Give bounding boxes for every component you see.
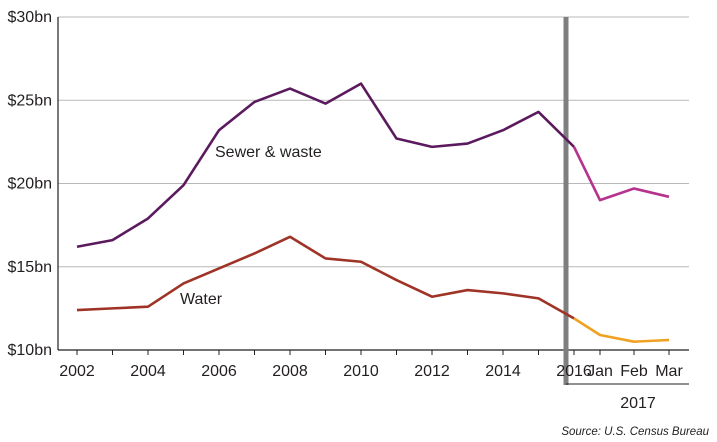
source-note: Source: U.S. Census Bureau — [561, 426, 709, 438]
x-tick-label-2012: 2012 — [414, 363, 450, 380]
series-line-sewer-waste-annual — [76, 82, 575, 249]
y-tick-label-10: $10bn — [8, 342, 53, 359]
gridlines — [58, 16, 689, 268]
x-tick-label-2004: 2004 — [130, 363, 166, 380]
x-tick-label-jan: Jan — [587, 363, 613, 380]
x-tick-label-feb: Feb — [620, 363, 648, 380]
x-tick-label-2008: 2008 — [272, 363, 308, 380]
monthly-group-label: 2017 — [620, 395, 656, 412]
series-label-water: Water — [180, 291, 223, 308]
series-label-sewer-waste: Sewer & waste — [215, 144, 322, 161]
x-tick-label-2010: 2010 — [343, 363, 379, 380]
series-lines — [76, 82, 670, 343]
x-tick-label-2014: 2014 — [485, 363, 521, 380]
y-tick-label-15: $15bn — [8, 259, 53, 276]
y-tick-label-25: $25bn — [8, 92, 53, 109]
y-tick-label-20: $20bn — [8, 176, 53, 193]
y-axis-tick-labels: $10bn $15bn $20bn $25bn $30bn — [8, 9, 53, 359]
series-line-sewer-waste-monthly — [572, 146, 670, 202]
x-tick-label-2016: 2016 — [556, 363, 592, 380]
y-tick-label-30: $30bn — [8, 9, 53, 26]
series-line-water-monthly — [573, 317, 670, 343]
axes — [57, 17, 689, 355]
series-line-water-annual — [76, 235, 575, 320]
x-tick-label-mar: Mar — [655, 363, 683, 380]
x-tick-label-2002: 2002 — [59, 363, 95, 380]
x-tick-label-2006: 2006 — [201, 363, 237, 380]
